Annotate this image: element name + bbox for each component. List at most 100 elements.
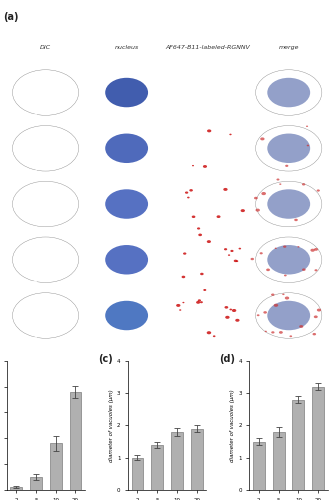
Ellipse shape	[235, 319, 240, 322]
Ellipse shape	[267, 301, 310, 330]
Ellipse shape	[310, 248, 315, 252]
Ellipse shape	[207, 240, 211, 243]
Ellipse shape	[182, 302, 184, 303]
Ellipse shape	[271, 294, 274, 296]
Bar	[151, 445, 163, 490]
Ellipse shape	[105, 245, 148, 274]
Text: DIC: DIC	[40, 45, 51, 50]
Ellipse shape	[285, 296, 289, 300]
Ellipse shape	[267, 134, 310, 163]
Ellipse shape	[229, 134, 232, 135]
Bar	[312, 386, 324, 490]
Ellipse shape	[282, 294, 285, 295]
Ellipse shape	[314, 316, 318, 318]
Ellipse shape	[232, 309, 236, 312]
Ellipse shape	[207, 130, 211, 132]
Ellipse shape	[182, 276, 185, 278]
Ellipse shape	[297, 246, 300, 248]
Ellipse shape	[228, 254, 230, 256]
Text: nucleus: nucleus	[115, 45, 139, 50]
Bar	[70, 392, 81, 490]
Ellipse shape	[196, 301, 200, 304]
Bar	[273, 432, 285, 490]
Ellipse shape	[197, 228, 200, 230]
Ellipse shape	[203, 289, 206, 291]
Ellipse shape	[200, 301, 203, 303]
Bar	[191, 428, 203, 490]
Ellipse shape	[294, 218, 298, 221]
Ellipse shape	[241, 209, 245, 212]
Ellipse shape	[224, 306, 228, 308]
Ellipse shape	[251, 258, 254, 260]
Ellipse shape	[198, 300, 201, 302]
Ellipse shape	[105, 190, 148, 219]
Text: merge: merge	[278, 45, 299, 50]
Ellipse shape	[307, 144, 309, 146]
Ellipse shape	[314, 269, 317, 272]
Ellipse shape	[216, 216, 220, 218]
Ellipse shape	[314, 248, 318, 251]
Ellipse shape	[279, 331, 283, 334]
Ellipse shape	[285, 164, 288, 167]
Ellipse shape	[261, 192, 266, 195]
Y-axis label: diameter of vacuoles (μm): diameter of vacuoles (μm)	[230, 389, 235, 462]
Ellipse shape	[279, 184, 281, 185]
Ellipse shape	[257, 314, 260, 316]
Ellipse shape	[105, 301, 148, 330]
Ellipse shape	[275, 248, 277, 249]
Text: (c): (c)	[98, 354, 113, 364]
Ellipse shape	[223, 188, 228, 191]
Ellipse shape	[271, 332, 274, 334]
Ellipse shape	[317, 308, 321, 312]
Ellipse shape	[283, 246, 286, 248]
Ellipse shape	[239, 248, 241, 250]
Ellipse shape	[229, 308, 232, 310]
Ellipse shape	[266, 268, 270, 271]
Ellipse shape	[284, 274, 287, 276]
Ellipse shape	[230, 250, 234, 252]
Ellipse shape	[192, 216, 195, 218]
Bar	[253, 442, 265, 490]
Ellipse shape	[207, 331, 211, 334]
Ellipse shape	[198, 234, 202, 236]
Bar	[10, 488, 22, 490]
Text: AF647-B11-labeled-RGNNV: AF647-B11-labeled-RGNNV	[165, 45, 250, 50]
Ellipse shape	[185, 192, 188, 194]
Text: (d): (d)	[220, 354, 236, 364]
Ellipse shape	[224, 248, 227, 250]
Ellipse shape	[256, 208, 260, 212]
Ellipse shape	[203, 165, 207, 168]
Ellipse shape	[260, 252, 263, 254]
Ellipse shape	[306, 126, 308, 127]
Ellipse shape	[312, 333, 316, 336]
Ellipse shape	[187, 196, 190, 198]
Ellipse shape	[260, 138, 264, 140]
Ellipse shape	[289, 336, 292, 337]
Bar	[171, 432, 183, 490]
Bar	[50, 444, 62, 490]
Bar	[293, 400, 305, 490]
Ellipse shape	[225, 316, 230, 319]
Ellipse shape	[302, 183, 305, 186]
Ellipse shape	[183, 252, 186, 254]
Bar	[30, 477, 42, 490]
Ellipse shape	[267, 78, 310, 108]
Y-axis label: diameter of vacuoles (μm): diameter of vacuoles (μm)	[109, 389, 114, 462]
Ellipse shape	[267, 245, 310, 274]
Ellipse shape	[274, 304, 278, 307]
Ellipse shape	[213, 336, 215, 337]
Bar	[131, 458, 143, 490]
Ellipse shape	[200, 272, 204, 275]
Ellipse shape	[236, 260, 238, 262]
Ellipse shape	[234, 260, 237, 262]
Ellipse shape	[105, 134, 148, 163]
Ellipse shape	[317, 190, 320, 192]
Ellipse shape	[265, 330, 267, 332]
Ellipse shape	[267, 190, 310, 219]
Text: (a): (a)	[3, 12, 19, 22]
Ellipse shape	[179, 310, 181, 311]
Ellipse shape	[176, 304, 180, 307]
Ellipse shape	[302, 268, 306, 271]
Ellipse shape	[105, 78, 148, 108]
Ellipse shape	[254, 197, 258, 200]
